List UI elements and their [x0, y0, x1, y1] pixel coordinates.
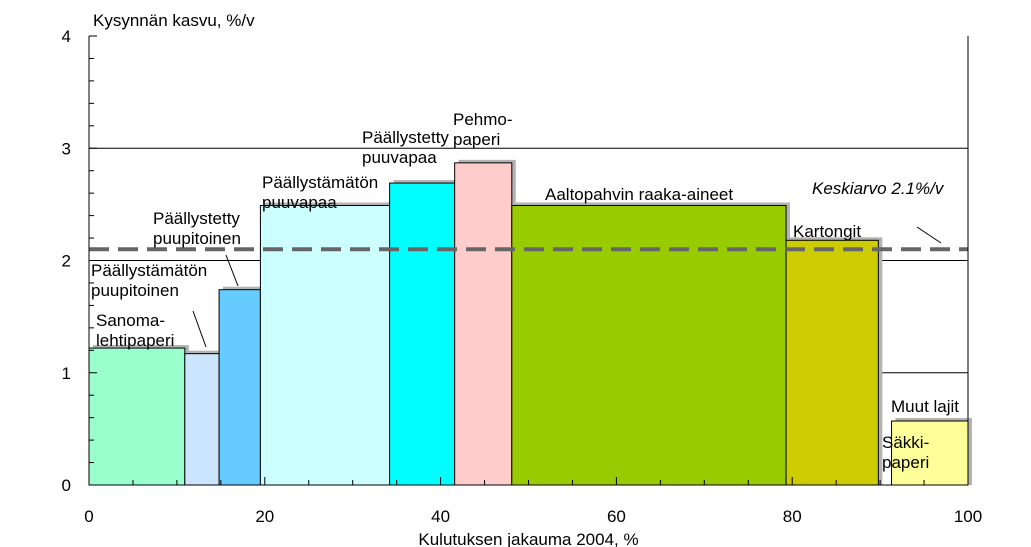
average-line-group	[89, 226, 968, 252]
axes	[88, 35, 969, 486]
y-tick-label: 4	[62, 27, 71, 46]
average-label: Keskiarvo 2.1%/v	[812, 179, 945, 198]
bar-7	[785, 239, 879, 486]
bar-label-6: Aaltopahvin raaka-aineet	[545, 185, 733, 204]
y-tick-label: 1	[62, 364, 71, 383]
leader-line	[192, 310, 207, 348]
y-tick-label: 2	[62, 252, 71, 271]
bar-label-8: Säkki-paperi	[882, 433, 929, 472]
bar-label-0: Sanoma-lehtipaperi	[96, 311, 174, 350]
x-tick-label: 60	[607, 507, 626, 526]
y-axis-label: Kysynnän kasvu, %/v	[93, 11, 255, 30]
x-tick-label: 0	[84, 507, 93, 526]
bar-6	[511, 204, 787, 486]
bar-label-2: Päällystetty puupitoinen	[153, 209, 241, 248]
bars	[88, 159, 972, 486]
leader-line	[225, 254, 239, 287]
bar-label-3: Päällystämätön puuvapaa	[262, 173, 378, 212]
bar-label-1: Päällystämätön puupitoinen	[91, 261, 207, 300]
average-leader	[916, 226, 942, 244]
x-tick-label: 100	[954, 507, 982, 526]
x-tick-label: 80	[783, 507, 802, 526]
bar-1	[184, 353, 220, 486]
bar-0	[88, 347, 186, 486]
bar-4	[389, 182, 456, 486]
y-tick-label: 3	[62, 139, 71, 158]
bar-label-9: Muut lajit	[891, 397, 959, 416]
y-tick-label: 0	[62, 476, 71, 495]
x-tick-label: 20	[255, 507, 274, 526]
bar-labels: Sanoma-lehtipaperi Päällystämätön puupitoi…	[91, 110, 959, 472]
x-tick-label: 40	[431, 507, 450, 526]
bar-label-4: Päällystetty puuvapaa	[362, 128, 449, 167]
bar-2	[218, 289, 261, 486]
bar-label-7: Kartongit	[793, 222, 861, 241]
bar-5	[454, 162, 513, 486]
bar-label-5: Pehmo-paperi	[453, 110, 513, 149]
x-axis-label: Kulutuksen jakauma 2004, %	[418, 530, 638, 547]
bar-3	[259, 204, 391, 486]
